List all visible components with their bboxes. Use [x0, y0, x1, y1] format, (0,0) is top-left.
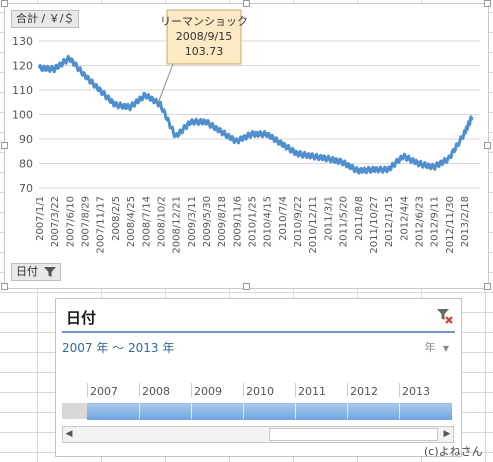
timeline-separator: [139, 403, 140, 419]
chevron-down-icon: ▼: [442, 344, 449, 353]
x-tick-label: 2007/6/10: [65, 196, 76, 247]
scroll-left-icon[interactable]: ◀: [65, 429, 73, 439]
scroll-thumb[interactable]: [269, 428, 438, 441]
year-tick: [347, 383, 348, 397]
scroll-right-icon[interactable]: ▶: [443, 429, 451, 439]
x-tick-label: 2009/8/18: [217, 196, 228, 247]
callout-box: [166, 9, 242, 65]
selected-range-label: 2007 年 ～ 2013 年: [62, 341, 175, 355]
x-tick-label: 2011/10/27: [369, 196, 380, 254]
x-tick-label: 2007/3/22: [50, 196, 61, 247]
timeline-scrollbar[interactable]: ◀ ▶: [62, 426, 454, 443]
timeline-separator: [295, 403, 296, 419]
pivot-chart[interactable]: 70 80 90 100 110 120 130 2007/1/1 2007/3/22 2007…: [4, 3, 489, 289]
resize-handle[interactable]: [1, 142, 8, 149]
x-tick-label: 2008/10/2: [156, 196, 167, 247]
x-tick-label: 2008/12/21: [172, 196, 183, 254]
x-tick-label: 2012/4/4: [399, 196, 410, 241]
y-tick-label: 120: [12, 60, 33, 73]
slicer-divider: [62, 331, 455, 333]
resize-handle[interactable]: [243, 283, 250, 290]
year-tick: [295, 383, 296, 397]
timeline-separator: [191, 403, 192, 419]
x-tick-label: 2010/1/25: [248, 196, 259, 247]
year-tick: [243, 383, 244, 397]
year-tick: [87, 383, 88, 397]
y-tick-label: 100: [12, 109, 33, 122]
resize-handle[interactable]: [1, 0, 8, 7]
resize-handle[interactable]: [484, 142, 491, 149]
year-label[interactable]: 2010: [246, 385, 274, 398]
line-chart: 70 80 90 100 110 120 130 2007/1/1 2007/3/22 2007…: [12, 9, 480, 254]
time-level-label: 年: [424, 341, 436, 354]
timeline-separator: [347, 403, 348, 419]
x-tick-label: 2010/12/11: [308, 196, 319, 254]
resize-handle[interactable]: [1, 283, 8, 290]
resize-handle[interactable]: [484, 0, 491, 7]
x-tick-label: 2009/3/11: [187, 196, 198, 247]
x-tick-label: 2007/1/1: [35, 196, 46, 241]
x-tick-label: 2010/9/22: [293, 196, 304, 247]
y-tick-label: 90: [19, 133, 33, 146]
x-tick-label: 2013/2/18: [460, 196, 471, 247]
x-tick-label: 2011/8/8: [354, 196, 365, 241]
year-label[interactable]: 2009: [194, 385, 222, 398]
x-tick-label: 2011/3/1: [323, 196, 334, 241]
x-tick-label: 2012/6/23: [414, 196, 425, 247]
year-label[interactable]: 2011: [298, 385, 326, 398]
axis-field-label: 日付: [16, 265, 38, 278]
callout-title: リーマンショック: [160, 15, 248, 28]
year-tick: [139, 383, 140, 397]
y-tick-label: 80: [19, 158, 33, 171]
year-tick: [399, 383, 400, 397]
timeline-selected-bar[interactable]: [87, 403, 452, 420]
axis-field-button[interactable]: 日付: [11, 263, 61, 281]
filter-icon: [44, 267, 56, 277]
timeline-separator: [243, 403, 244, 419]
timeline-separator: [399, 403, 400, 419]
date-timeline-slicer[interactable]: 日付 2007 年 ～ 2013 年 年 ▼ 2007 2008 2009 2010 2…: [55, 298, 462, 457]
x-tick-label: 2007/11/17: [96, 196, 107, 254]
callout-leader: [156, 63, 174, 106]
callout-date: 2008/9/15: [176, 30, 232, 43]
series-line: [37, 54, 474, 175]
x-tick-label: 2011/5/20: [339, 196, 350, 247]
year-tick: [191, 383, 192, 397]
credit-text: (c)よねさん: [424, 445, 483, 458]
year-label[interactable]: 2013: [402, 385, 430, 398]
values-field-button[interactable]: 合計 / ￥/＄: [11, 10, 80, 28]
x-tick-label: 2010/7/4: [278, 196, 289, 241]
callout-value: 103.73: [185, 45, 224, 58]
year-label[interactable]: 2008: [142, 385, 170, 398]
y-tick-label: 130: [12, 35, 33, 48]
x-tick-label: 2012/1/15: [384, 196, 395, 247]
x-tick-label: 2008/7/14: [141, 196, 152, 247]
slicer-title: 日付: [66, 309, 97, 327]
x-tick-label: 2010/4/15: [263, 196, 274, 247]
timeline-unselected-region[interactable]: [62, 403, 87, 419]
x-tick-label: 2008/4/25: [126, 196, 137, 247]
x-tick-label: 2007/8/29: [81, 196, 92, 247]
year-label[interactable]: 2007: [90, 385, 118, 398]
clear-filter-icon[interactable]: [435, 307, 453, 325]
x-tick-label: 2012/11/30: [445, 196, 456, 254]
time-level-dropdown[interactable]: 年 ▼: [424, 339, 449, 355]
year-label[interactable]: 2012: [350, 385, 378, 398]
x-tick-label: 2009/11/6: [232, 196, 243, 247]
x-tick-label: 2008/2/5: [111, 196, 122, 241]
x-tick-label: 2012/9/11: [430, 196, 441, 247]
y-tick-label: 70: [19, 182, 33, 195]
resize-handle[interactable]: [243, 0, 250, 7]
x-tick-label: 2009/5/30: [202, 196, 213, 247]
y-tick-label: 110: [12, 84, 33, 97]
resize-handle[interactable]: [484, 283, 491, 290]
